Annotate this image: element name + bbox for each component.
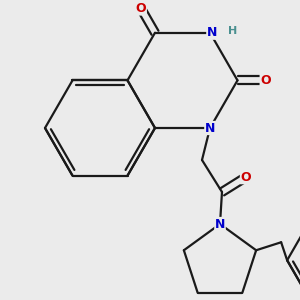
Text: O: O bbox=[260, 74, 271, 87]
Text: H: H bbox=[228, 26, 237, 36]
Text: N: N bbox=[215, 218, 225, 230]
Text: N: N bbox=[205, 122, 215, 134]
Text: O: O bbox=[136, 2, 146, 15]
Text: N: N bbox=[207, 26, 217, 39]
Text: O: O bbox=[240, 171, 251, 184]
